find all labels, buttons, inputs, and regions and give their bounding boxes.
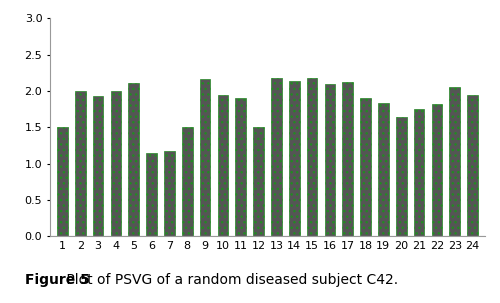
- Bar: [396, 117, 406, 236]
- Bar: [253, 127, 264, 236]
- Bar: [360, 98, 371, 236]
- Bar: [324, 84, 335, 236]
- Bar: [236, 98, 246, 236]
- Bar: [146, 153, 157, 236]
- Bar: [271, 78, 282, 236]
- Bar: [164, 151, 175, 236]
- Bar: [128, 83, 139, 236]
- Bar: [57, 127, 68, 236]
- Bar: [306, 78, 318, 236]
- Bar: [75, 91, 86, 236]
- Bar: [467, 95, 478, 236]
- Text: Plot of PSVG of a random diseased subject C42.: Plot of PSVG of a random diseased subjec…: [62, 273, 398, 287]
- Bar: [432, 104, 442, 236]
- Bar: [342, 82, 353, 236]
- Bar: [200, 78, 210, 236]
- Bar: [182, 127, 192, 236]
- Text: Figure 5: Figure 5: [25, 273, 90, 287]
- Bar: [450, 87, 460, 236]
- Bar: [289, 82, 300, 236]
- Bar: [414, 109, 424, 236]
- Bar: [378, 102, 388, 236]
- Bar: [218, 95, 228, 236]
- Bar: [93, 96, 104, 236]
- Bar: [110, 91, 122, 236]
